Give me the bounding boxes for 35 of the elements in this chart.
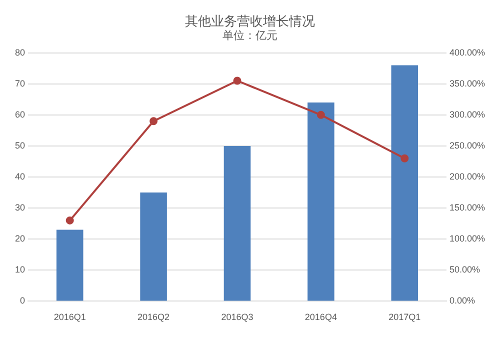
y-tick-label: 80 — [14, 47, 26, 58]
point — [316, 110, 325, 119]
point — [233, 76, 242, 85]
x-tick-label: 2016Q3 — [221, 312, 254, 322]
point — [400, 154, 409, 162]
chart-title: 其他业务营收增长情况 — [185, 13, 315, 28]
point — [150, 117, 158, 126]
bar — [224, 146, 251, 301]
x-tick-label: 2016Q2 — [138, 312, 170, 322]
y2-tick-label: 200.00% — [449, 171, 485, 182]
x-tick-label: 2017Q1 — [388, 312, 421, 322]
chart-subtitle: 单位：亿元 — [222, 29, 278, 42]
y2-tick-label: 100.00% — [449, 234, 485, 244]
bar — [308, 102, 334, 301]
y-tick-label: 20 — [14, 234, 26, 244]
y2-tick-label: 250.00% — [449, 140, 485, 150]
y-tick-label: 30 — [14, 202, 26, 213]
bar — [56, 230, 84, 301]
y-tick-label: 70 — [14, 78, 26, 88]
y-tick-label: 40 — [14, 171, 26, 182]
y-tick-label: 0 — [20, 296, 26, 306]
x-tick-label: 2016Q4 — [304, 312, 337, 322]
y2-tick-label: 400.00% — [449, 47, 485, 58]
y-tick-label: 60 — [14, 109, 26, 120]
y2-tick-label: 0.00% — [449, 296, 475, 306]
y-tick-label: 50 — [14, 140, 26, 150]
y2-tick-label: 350.00% — [449, 78, 485, 88]
y-tick-label: 10 — [14, 264, 26, 275]
y2-tick-label: 150.00% — [449, 202, 485, 213]
point — [66, 216, 74, 224]
bar — [140, 192, 167, 301]
x-tick-label: 2016Q1 — [54, 312, 86, 322]
y2-tick-label: 50.00% — [449, 264, 480, 275]
bar — [391, 65, 418, 301]
y2-tick-label: 300.00% — [449, 109, 485, 120]
